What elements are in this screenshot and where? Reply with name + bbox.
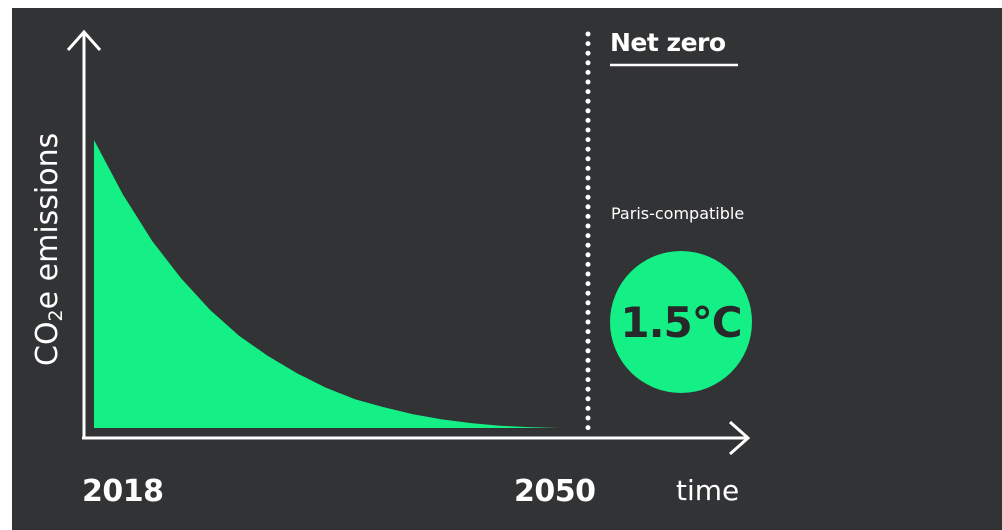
x-axis [82,420,751,456]
x-tick-label-end: 2050 [514,474,596,509]
paris-compatible-label: Paris-compatible [611,204,745,223]
emissions-area-series [94,140,558,428]
emissions-chart [66,29,751,456]
y-axis-arrowhead [66,29,102,51]
x-tick-label-start: 2018 [82,474,164,509]
y-axis [66,29,102,438]
y-axis-label-rest: e emissions [30,132,65,310]
y-axis-label-subscript: 2 [45,309,67,322]
x-axis-arrowhead [729,420,751,456]
net-zero-label: Net zero [610,28,726,57]
temperature-badge: 1.5°C [610,251,752,393]
temperature-label: 1.5°C [620,297,742,347]
chart-frame: CO2e emissions 2018 2050 time Net zero P… [12,8,1002,530]
x-axis-label: time [676,474,740,507]
y-axis-label: CO2e emissions [30,132,67,366]
y-axis-label-co: CO [30,321,65,366]
